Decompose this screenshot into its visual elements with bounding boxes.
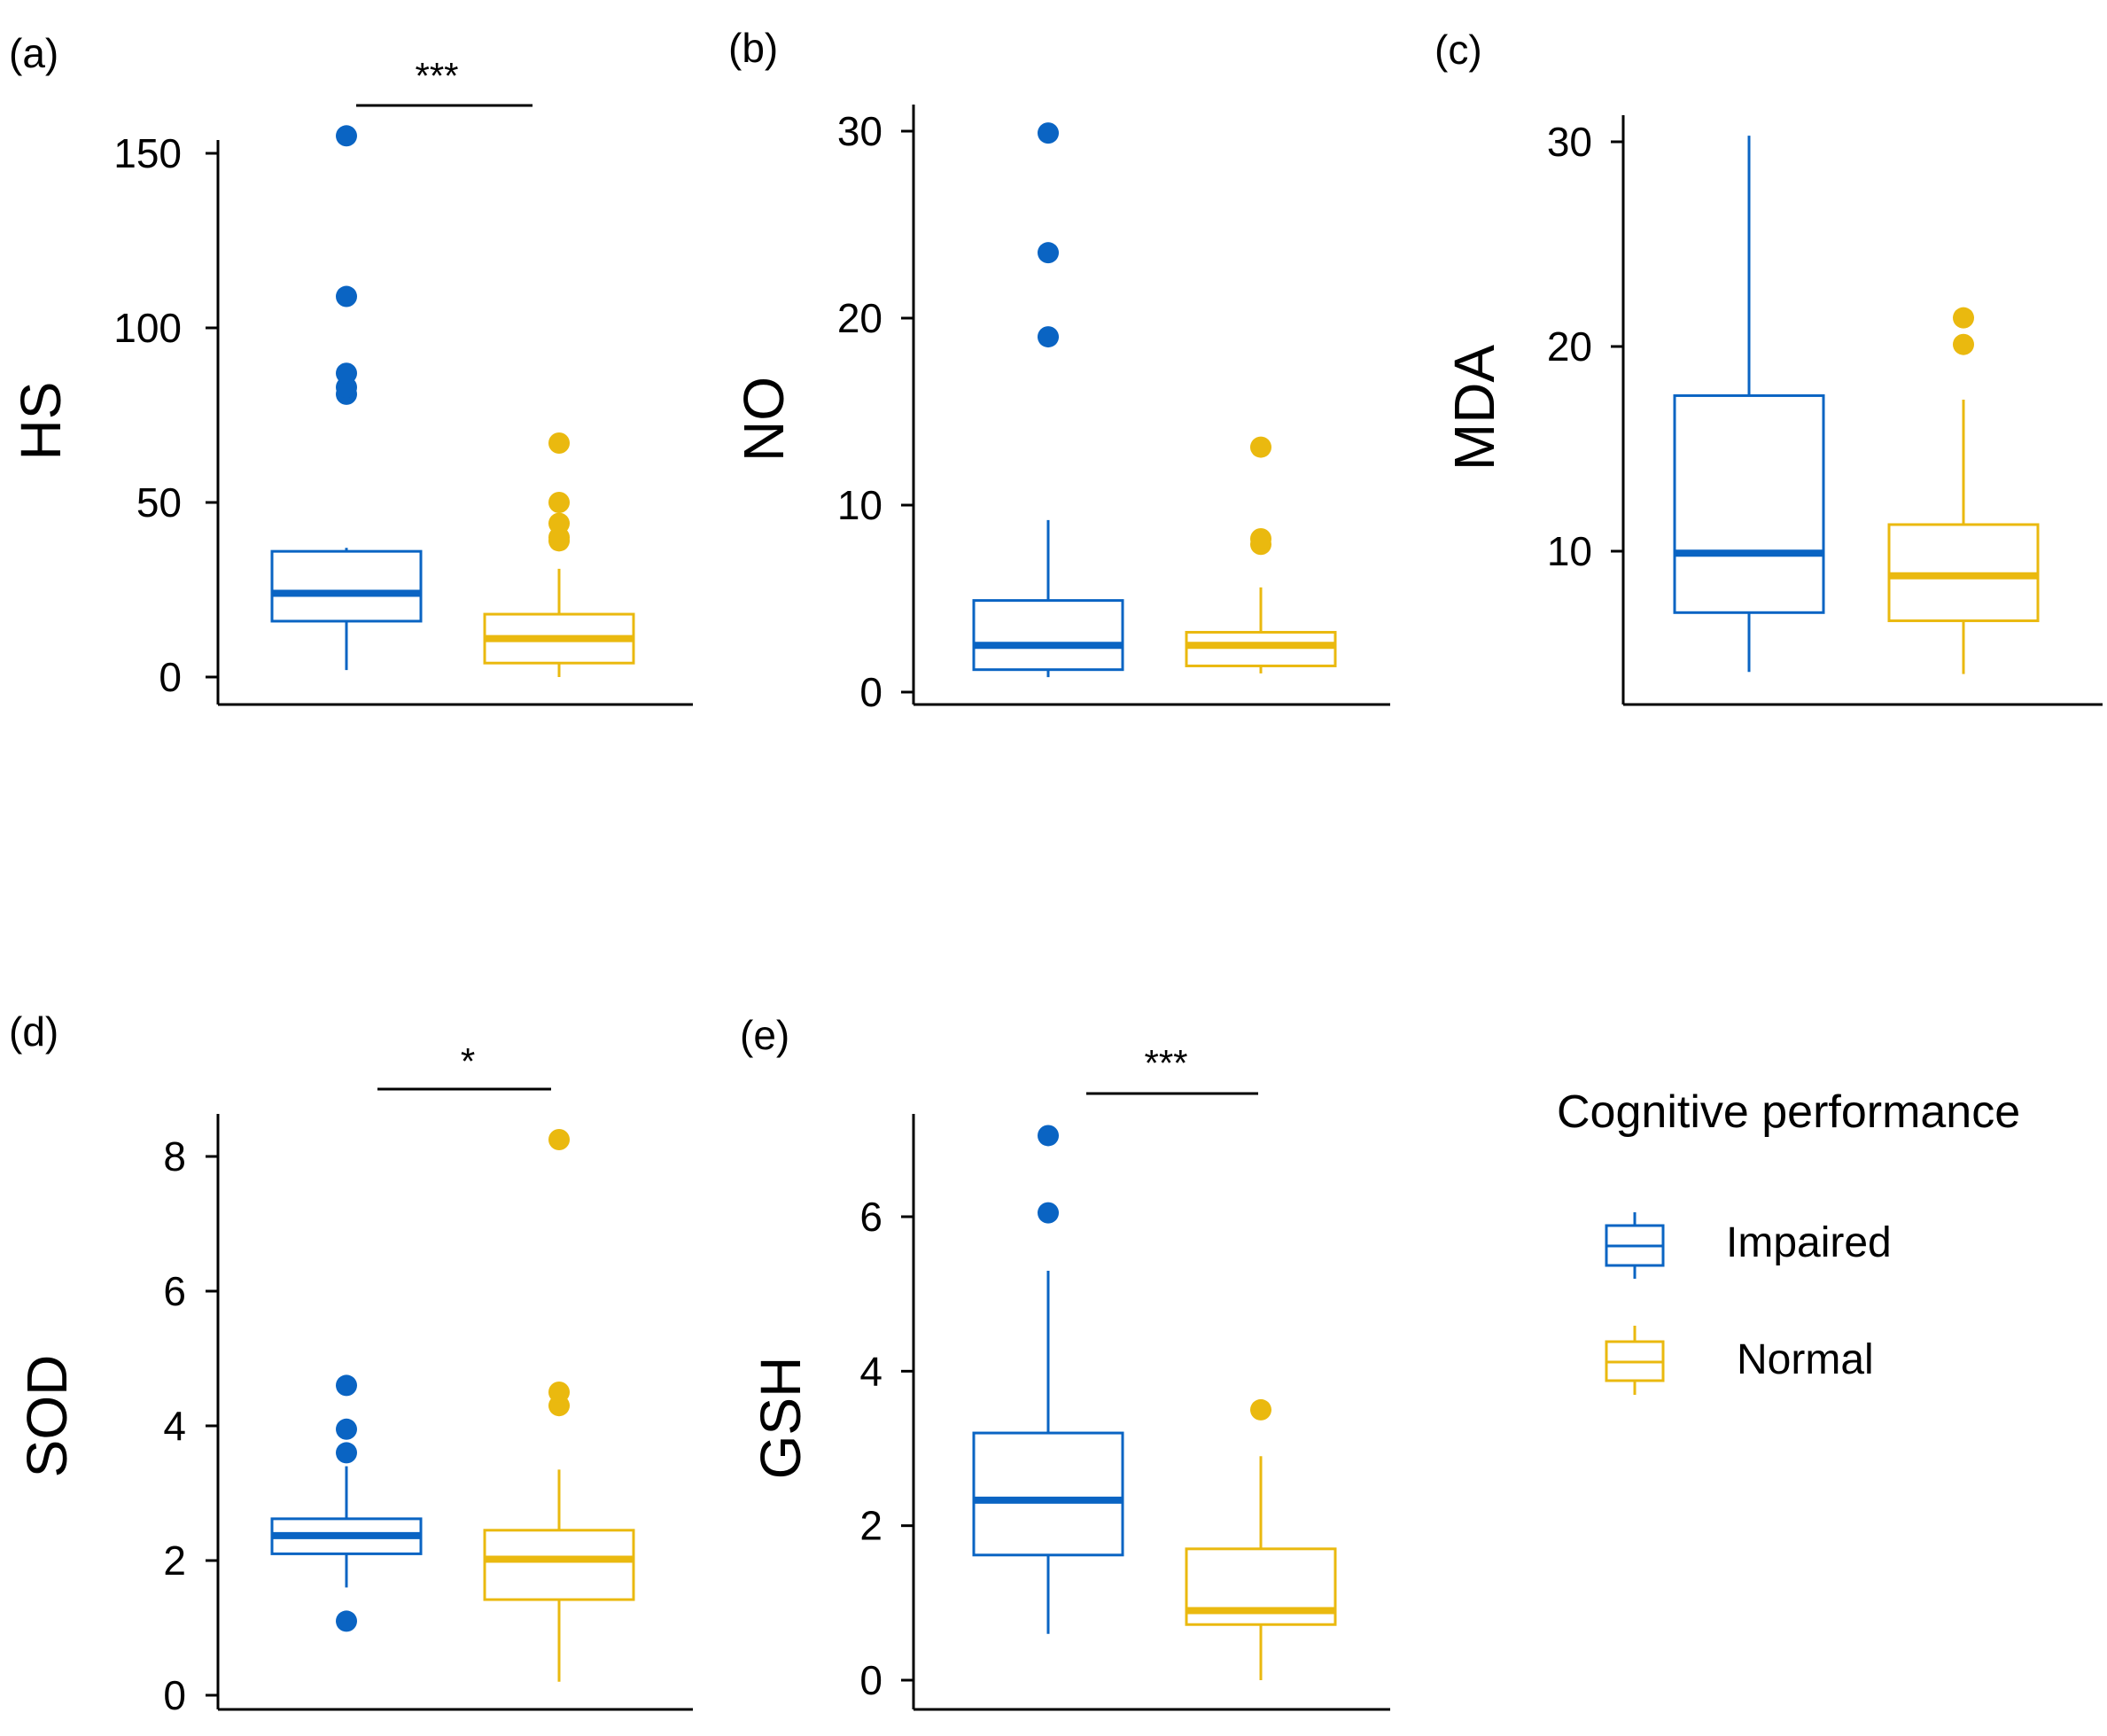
y-tick-label: 6 [163, 1268, 186, 1314]
y-tick-label: 0 [859, 1657, 882, 1703]
y-tick-label: 20 [837, 295, 882, 341]
box-normal [1887, 307, 2040, 674]
legend-key-impaired [1605, 1212, 1665, 1279]
outlier-point [1250, 527, 1271, 549]
y-tick-label: 2 [163, 1537, 186, 1584]
panel-a: (a) HS [9, 30, 73, 460]
outlier-point [336, 1442, 357, 1464]
legend-label-impaired: Impaired [1726, 1219, 1892, 1266]
box-normal [1185, 1398, 1337, 1680]
box-normal [483, 1129, 635, 1682]
box-impaired [270, 125, 423, 671]
outlier-point [336, 362, 357, 385]
outlier-point [548, 512, 570, 534]
y-tick-label: 0 [159, 654, 182, 700]
box-impaired [270, 1374, 423, 1632]
iqr-box [972, 599, 1124, 672]
y-tick-label: 100 [113, 305, 182, 351]
legend: Cognitive performance Impaired Normal [1557, 1086, 2020, 1383]
y-axis-title-mda: MDA [1442, 345, 1506, 471]
box-normal [483, 432, 635, 677]
iqr-box [972, 1431, 1124, 1557]
y-axis-title-gsh: GSH [749, 1357, 812, 1480]
y-axis-title-sod: SOD [15, 1355, 79, 1478]
outlier-point [336, 1374, 357, 1397]
outlier-point [548, 432, 570, 455]
panel-d: (d) SOD [9, 1008, 79, 1477]
y-tick-label: 0 [859, 669, 882, 715]
panel-label-e: (e) [740, 1012, 789, 1058]
box-impaired [972, 122, 1124, 678]
outlier-point [1953, 307, 1974, 329]
panel-label-d: (d) [9, 1008, 58, 1055]
significance-label: * [461, 1040, 475, 1082]
outlier-point [336, 285, 357, 307]
plot-area-e: 0 2 4 6 *** [859, 1042, 1390, 1711]
y-tick-label: 6 [859, 1194, 882, 1240]
outlier-point [1038, 1125, 1059, 1147]
plot-area-d: 0 2 4 6 8 * [163, 1040, 693, 1718]
outlier-point [1038, 242, 1059, 264]
y-tick-label: 10 [837, 482, 882, 528]
significance-label: *** [415, 55, 458, 97]
outlier-point [1038, 122, 1059, 144]
plot-area-a: 0 50 100 150 *** [113, 55, 693, 706]
box-impaired [972, 1125, 1124, 1634]
legend-key-normal [1605, 1326, 1665, 1395]
outlier-point [1038, 326, 1059, 348]
legend-label-normal: Normal [1737, 1336, 1874, 1383]
y-tick-label: 10 [1547, 528, 1592, 574]
y-tick-label: 50 [136, 479, 182, 525]
y-tick-label: 30 [1547, 119, 1592, 165]
y-tick-label: 20 [1547, 323, 1592, 370]
y-tick-label: 4 [163, 1403, 186, 1449]
outlier-point [548, 492, 570, 513]
outlier-point [1038, 1202, 1059, 1224]
plot-area-c: 10 20 30 [1547, 115, 2103, 706]
y-axis-title-no: NO [732, 377, 796, 462]
outlier-point [336, 1610, 357, 1632]
iqr-box [1673, 393, 1825, 614]
outlier-point [1250, 436, 1271, 458]
significance-label: *** [1144, 1042, 1187, 1084]
outlier-point [1953, 333, 1974, 355]
box-impaired [1673, 136, 1825, 673]
outlier-point [336, 125, 357, 147]
panel-label-a: (a) [9, 30, 58, 76]
iqr-box [270, 549, 423, 623]
panel-label-c: (c) [1434, 27, 1482, 73]
iqr-box [483, 1529, 635, 1601]
legend-title: Cognitive performance [1557, 1086, 2020, 1138]
panel-c: (c) MDA [1434, 27, 1506, 471]
plot-area-b: 0 10 20 30 [837, 105, 1390, 715]
outlier-point [336, 1418, 357, 1440]
outlier-point [548, 1129, 570, 1150]
panel-label-b: (b) [728, 25, 778, 71]
y-tick-label: 30 [837, 108, 882, 154]
box-normal [1185, 436, 1337, 673]
y-tick-label: 8 [163, 1133, 186, 1179]
y-tick-label: 0 [163, 1672, 186, 1718]
panel-e: (e) GSH [740, 1012, 812, 1479]
panel-b: (b) NO [728, 25, 796, 462]
outlier-point [548, 1382, 570, 1403]
y-tick-label: 4 [859, 1348, 882, 1394]
y-axis-title-hs: HS [9, 382, 73, 461]
iqr-box [1185, 630, 1337, 667]
y-tick-label: 150 [113, 130, 182, 176]
y-tick-label: 2 [859, 1503, 882, 1549]
outlier-point [1250, 1398, 1271, 1421]
